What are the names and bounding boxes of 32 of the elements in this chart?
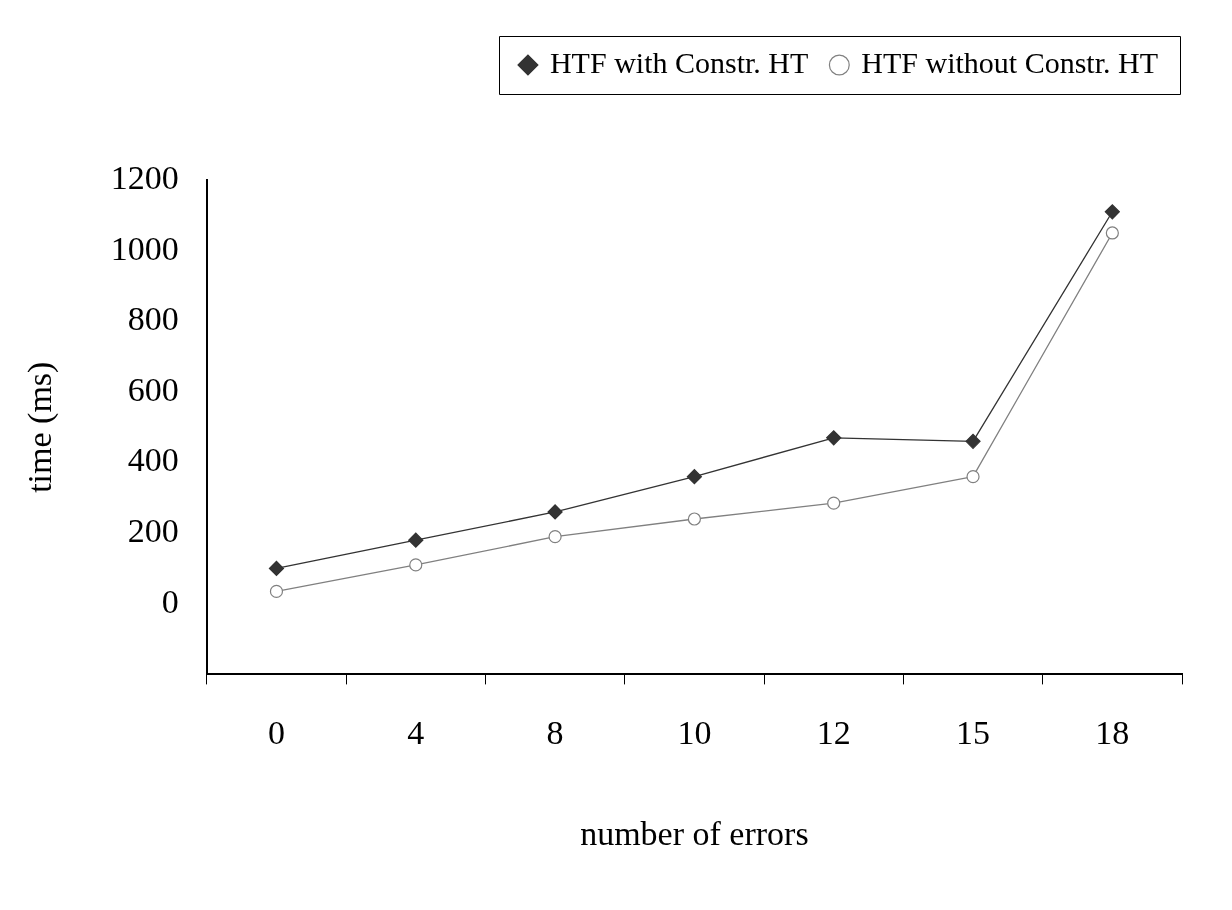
y-tick-label: 800: [127, 300, 179, 338]
point: [408, 532, 424, 548]
point: [827, 496, 841, 510]
y-tick-label: 1000: [110, 229, 179, 267]
x-tick-label: 0: [267, 713, 285, 751]
point: [1104, 204, 1120, 220]
point: [547, 504, 563, 520]
x-tick-label: 4: [407, 713, 425, 751]
point: [1105, 226, 1119, 240]
x-tick-label: 15: [956, 713, 991, 751]
point: [269, 584, 284, 599]
point: [826, 430, 842, 446]
x-axis-title: number of errors: [580, 814, 809, 852]
point: [686, 469, 702, 485]
point: [966, 470, 980, 484]
x-tick-label: 12: [816, 713, 851, 751]
point: [409, 558, 423, 572]
y-tick-label: 0: [161, 582, 179, 620]
y-tick-label: 1200: [110, 158, 179, 196]
point: [548, 530, 562, 544]
y-axis-title: time (ms): [21, 361, 60, 493]
x-tick-label: 8: [546, 713, 564, 751]
y-tick-label: 600: [127, 370, 179, 408]
x-tick-label: 18: [1095, 713, 1130, 751]
point: [687, 512, 701, 526]
legend-label: HTF without Constr. HT: [861, 45, 1159, 79]
point: [965, 433, 981, 449]
y-tick-label: 200: [127, 512, 179, 550]
y-tick-label: 400: [127, 441, 179, 479]
point: [268, 560, 285, 577]
legend-label: HTF with Constr. HT: [549, 45, 809, 79]
x-tick-label: 10: [677, 713, 712, 751]
